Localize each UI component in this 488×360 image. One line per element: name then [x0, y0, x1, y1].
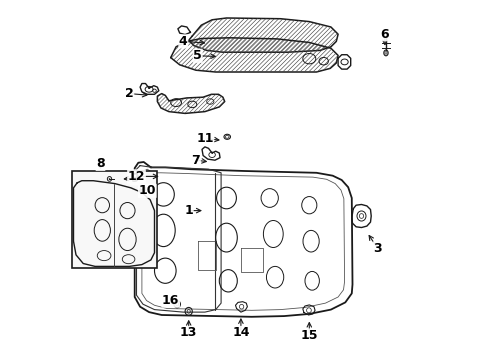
Text: 12: 12 [127, 170, 145, 183]
Text: 15: 15 [300, 329, 317, 342]
Text: 5: 5 [193, 49, 202, 62]
Text: 9: 9 [130, 172, 139, 185]
Text: 13: 13 [180, 327, 197, 339]
Text: 4: 4 [179, 35, 187, 48]
PathPatch shape [157, 94, 224, 113]
Text: 2: 2 [124, 87, 133, 100]
Text: 8: 8 [96, 157, 104, 170]
Text: 11: 11 [196, 132, 213, 145]
Text: 7: 7 [191, 154, 200, 167]
Text: 3: 3 [373, 242, 381, 255]
PathPatch shape [170, 38, 337, 72]
Text: 6: 6 [380, 28, 388, 41]
Text: 10: 10 [138, 184, 156, 197]
PathPatch shape [188, 18, 337, 52]
Text: 14: 14 [232, 327, 249, 339]
Bar [72, 171, 157, 268]
Ellipse shape [142, 188, 144, 190]
Text: 1: 1 [184, 204, 193, 217]
Ellipse shape [108, 178, 110, 180]
Text: 16: 16 [162, 294, 179, 307]
